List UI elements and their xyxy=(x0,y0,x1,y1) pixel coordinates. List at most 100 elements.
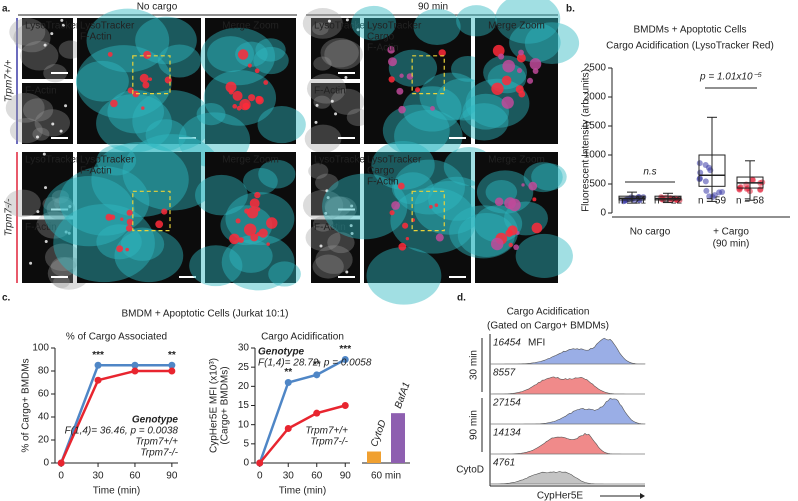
point xyxy=(341,356,349,363)
lysosome xyxy=(255,96,264,105)
chart-subtitle: Cargo Acidification (LysoTracker Red) xyxy=(606,41,774,52)
speck xyxy=(326,196,330,200)
mfi-value: 27154 xyxy=(492,398,521,409)
lysosome xyxy=(532,197,537,202)
cell xyxy=(351,5,397,41)
zoom-box xyxy=(132,190,171,232)
cell xyxy=(196,102,226,126)
cell xyxy=(462,93,509,130)
n-label: n = 22 xyxy=(654,196,683,207)
point xyxy=(313,409,321,417)
channel-label: F-Actin xyxy=(25,222,57,233)
lysosome xyxy=(399,73,404,78)
lysosome xyxy=(238,237,244,243)
jitter-dot xyxy=(702,178,709,185)
condition-label: 90 min xyxy=(418,2,448,13)
lysosome xyxy=(491,82,504,95)
micrograph xyxy=(311,219,360,283)
cell xyxy=(302,189,344,221)
speck xyxy=(327,19,331,23)
lysosome xyxy=(139,73,149,83)
speck xyxy=(324,211,328,215)
cell xyxy=(253,46,289,75)
lysosome xyxy=(235,218,241,224)
y-tick-label: 40 xyxy=(38,412,50,423)
y-tick-label: 15 xyxy=(238,400,250,411)
speck xyxy=(325,189,329,193)
y-axis-label: Fluorescent Intensity (arb. units) xyxy=(581,69,592,212)
point xyxy=(57,459,65,467)
speck xyxy=(60,18,64,22)
point xyxy=(284,379,292,386)
lysosome xyxy=(254,191,261,199)
lysosome xyxy=(507,225,518,236)
speck xyxy=(356,28,360,32)
cell xyxy=(313,56,332,71)
y-tick-label: 0 xyxy=(43,458,49,469)
lysosome xyxy=(388,57,397,67)
cell xyxy=(315,245,353,274)
bar xyxy=(391,413,405,463)
y-tick-label: 100 xyxy=(32,343,49,354)
cell xyxy=(459,103,509,141)
speck xyxy=(315,103,319,107)
channel-label: LysoTracker xyxy=(25,155,80,166)
cell xyxy=(229,239,273,273)
legend-label: Trpm7+/+ xyxy=(135,437,178,448)
annotation: ** xyxy=(313,359,321,370)
n-label: n = 58 xyxy=(736,196,765,207)
lysosome xyxy=(225,81,237,93)
cell xyxy=(312,254,344,279)
lysosome xyxy=(391,201,400,210)
speck xyxy=(59,129,63,133)
speck xyxy=(67,231,71,235)
channel-label: LysoTracker xyxy=(367,21,422,32)
lysosome xyxy=(120,217,124,221)
lysosome xyxy=(515,85,524,94)
channel-label: Merge Zoom xyxy=(222,21,279,32)
group-label: CytoD xyxy=(456,465,484,476)
lysosome xyxy=(398,242,407,251)
x-axis-label: 60 min xyxy=(371,471,401,482)
micrograph xyxy=(22,18,73,79)
x-tick-label: 60 xyxy=(129,471,141,482)
speck xyxy=(51,122,55,126)
group-label: 90 min xyxy=(469,410,480,440)
x-tick-label: 0 xyxy=(257,471,263,482)
lysosome xyxy=(125,247,129,252)
speck xyxy=(29,261,33,265)
annotation: p = 1.01x10⁻⁵ xyxy=(699,72,762,83)
jitter-dot xyxy=(702,161,709,168)
mfi-value: 16454 xyxy=(493,338,521,349)
cell xyxy=(371,140,435,190)
cell xyxy=(531,163,567,191)
lysosome xyxy=(494,197,504,207)
lysosome xyxy=(236,105,242,111)
lysosome xyxy=(501,96,514,109)
lysosome xyxy=(516,53,526,63)
y-tick-label: 1000 xyxy=(584,150,607,161)
x-tick-label: 30 xyxy=(283,471,295,482)
lysosome xyxy=(528,181,538,191)
series-line xyxy=(258,404,346,464)
point xyxy=(284,425,292,432)
micrograph xyxy=(77,152,201,283)
histogram xyxy=(489,471,645,485)
lysosome xyxy=(263,80,269,85)
speck xyxy=(334,112,338,116)
channel-label: F-Actin xyxy=(314,86,346,97)
cell xyxy=(382,104,450,157)
series-line xyxy=(258,358,346,464)
cell xyxy=(54,196,73,211)
micrograph xyxy=(22,83,73,144)
speck xyxy=(35,135,39,139)
cell xyxy=(308,163,329,179)
point xyxy=(94,361,102,369)
chart-title: Cargo Acidification xyxy=(261,332,344,343)
channel-label: Merge Zoom xyxy=(488,21,545,32)
cell xyxy=(96,94,173,153)
legend-label: Trpm7+/+ xyxy=(305,426,348,437)
point xyxy=(168,361,176,369)
cell xyxy=(53,275,70,289)
speck xyxy=(345,270,349,274)
